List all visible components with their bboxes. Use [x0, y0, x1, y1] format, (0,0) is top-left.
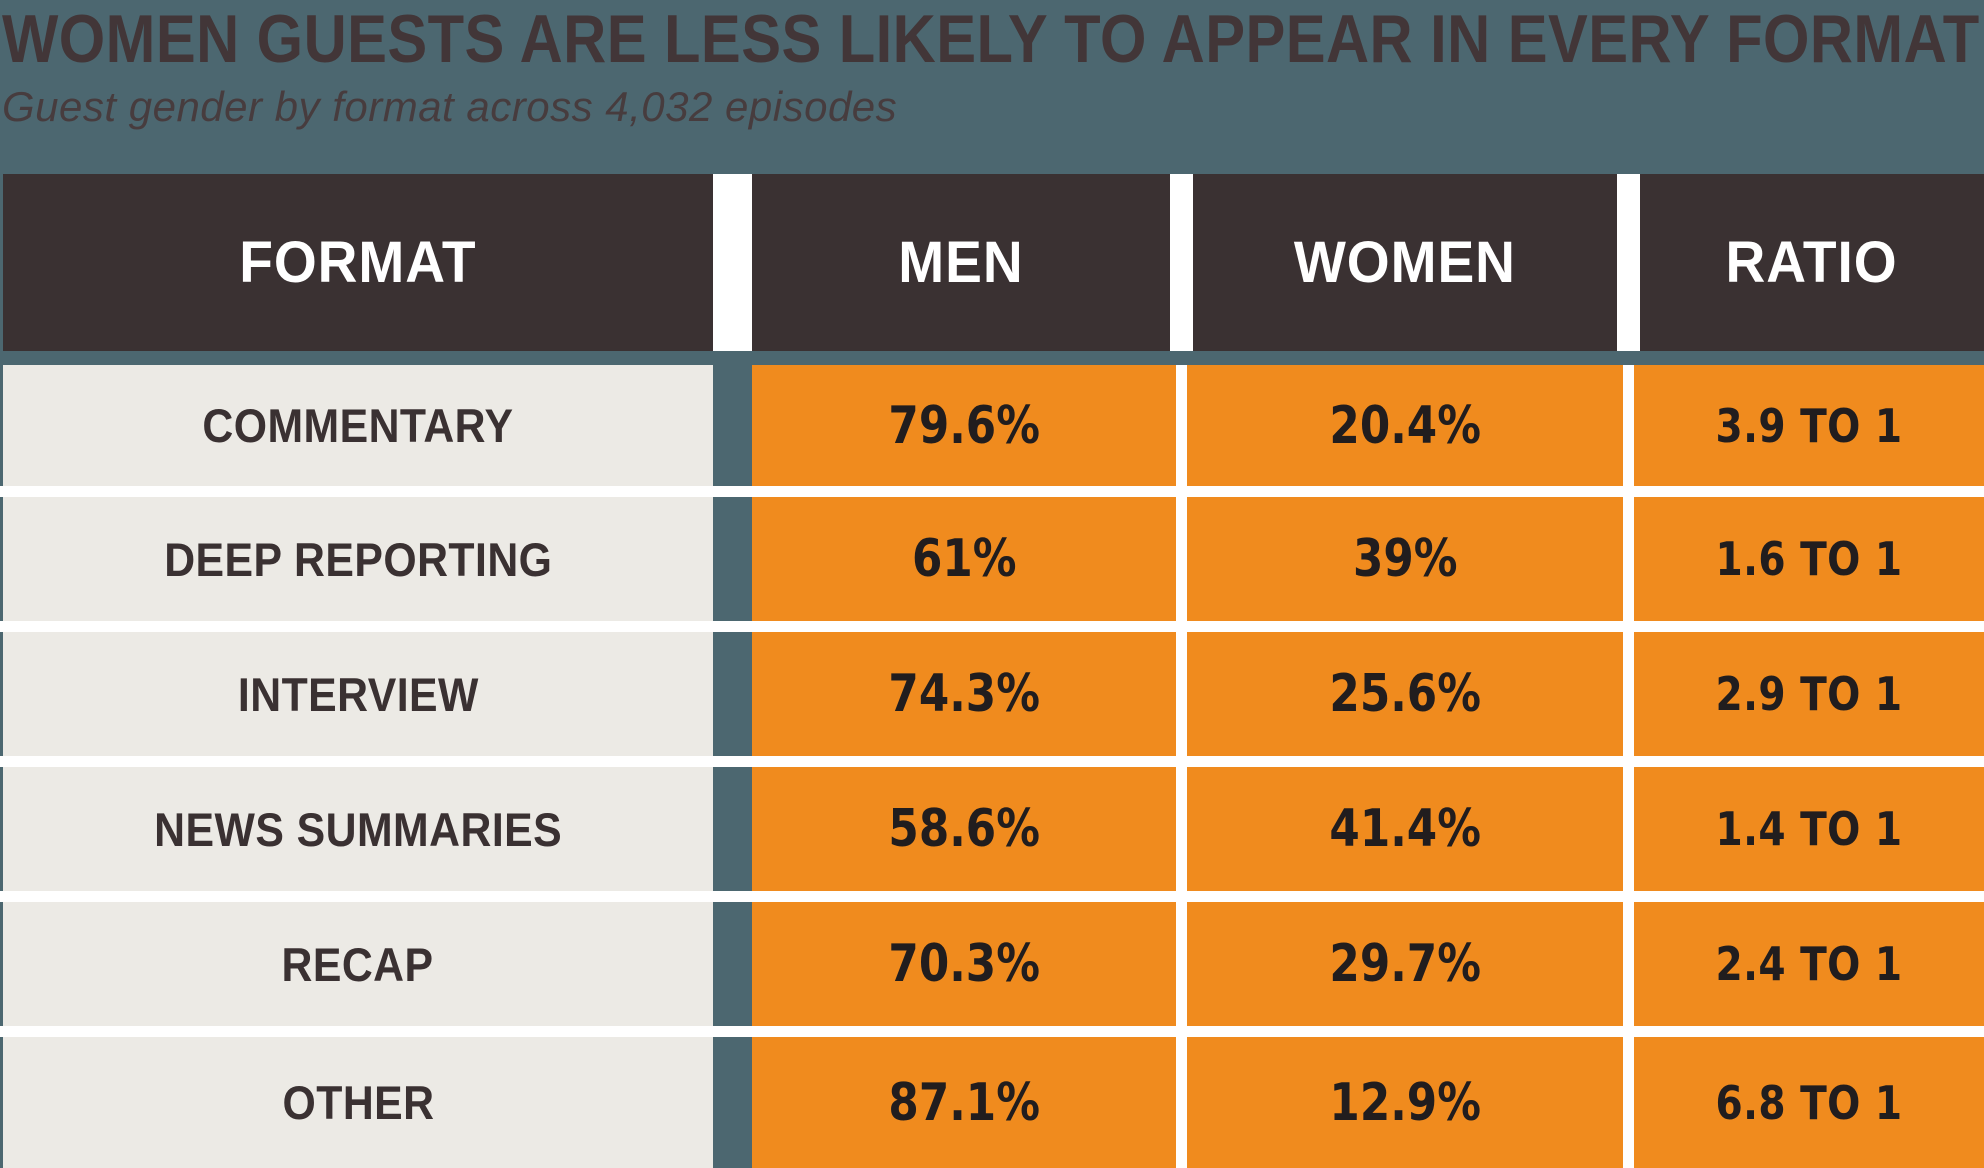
column-gap [713, 497, 752, 621]
row-separator [0, 1026, 1984, 1037]
ratio-value: 1.6 TO 1 [1715, 532, 1903, 586]
men-value: 74.3% [888, 664, 1040, 724]
column-gap [1623, 902, 1634, 1026]
column-gap [1176, 767, 1187, 891]
women-value-cell: 25.6% [1187, 632, 1623, 756]
women-value-cell: 12.9% [1187, 1037, 1623, 1168]
column-gap [1623, 365, 1634, 486]
col-header-format-label: FORMAT [239, 230, 477, 295]
table-row-deep-reporting: DEEP REPORTING 61% 39% 1.6 TO 1 [3, 497, 1984, 621]
ratio-value-cell: 6.8 TO 1 [1634, 1037, 1984, 1168]
row-separator [0, 621, 1984, 632]
row-separator [0, 891, 1984, 902]
men-value-cell: 61% [752, 497, 1176, 621]
ratio-value: 2.4 TO 1 [1715, 937, 1903, 991]
women-value-cell: 20.4% [1187, 365, 1623, 486]
format-cell: OTHER [3, 1037, 713, 1168]
women-value: 25.6% [1329, 664, 1481, 724]
col-header-women: WOMEN [1187, 174, 1623, 351]
column-gap [713, 767, 752, 891]
men-value-cell: 58.6% [752, 767, 1176, 891]
chart-subtitle: Guest gender by format across 4,032 epis… [2, 83, 898, 130]
column-gap [1623, 632, 1634, 756]
ratio-value: 6.8 TO 1 [1715, 1075, 1903, 1130]
col-header-ratio-label: RATIO [1725, 230, 1899, 295]
men-value: 58.6% [888, 799, 1040, 859]
column-gap [1623, 1037, 1634, 1168]
men-value: 61% [911, 529, 1017, 589]
ratio-value-cell: 1.4 TO 1 [1634, 767, 1984, 891]
men-value-cell: 74.3% [752, 632, 1176, 756]
col-header-ratio: RATIO [1634, 174, 1984, 351]
table-row-commentary: COMMENTARY 79.6% 20.4% 3.9 TO 1 [3, 365, 1984, 486]
women-value: 20.4% [1329, 395, 1481, 456]
col-header-men-label: MEN [898, 230, 1024, 295]
format-cell: DEEP REPORTING [3, 497, 713, 621]
ratio-value: 3.9 TO 1 [1715, 398, 1903, 453]
women-value: 29.7% [1329, 934, 1481, 994]
column-gap [713, 632, 752, 756]
column-gap [713, 1037, 752, 1168]
men-value-cell: 87.1% [752, 1037, 1176, 1168]
ratio-value-cell: 2.4 TO 1 [1634, 902, 1984, 1026]
ratio-value: 2.9 TO 1 [1715, 667, 1903, 721]
format-cell: INTERVIEW [3, 632, 713, 756]
format-cell: RECAP [3, 902, 713, 1026]
column-gap [1176, 1037, 1187, 1168]
women-value-cell: 29.7% [1187, 902, 1623, 1026]
col-header-men: MEN [752, 174, 1176, 351]
women-value: 39% [1352, 529, 1458, 589]
column-gap [1623, 174, 1634, 351]
header-body-gap [3, 351, 1984, 365]
ratio-value-cell: 3.9 TO 1 [1634, 365, 1984, 486]
men-value-cell: 79.6% [752, 365, 1176, 486]
column-gap [713, 365, 752, 486]
format-cell: NEWS SUMMARIES [3, 767, 713, 891]
chart-title: WOMEN GUESTS ARE LESS LIKELY TO APPEAR I… [2, 1, 1980, 77]
men-value: 70.3% [888, 934, 1040, 994]
women-value-cell: 41.4% [1187, 767, 1623, 891]
guest-gender-table: FORMAT MEN WOMEN RATIO COMMENTARY 79.6% [0, 174, 1984, 1168]
format-label: NEWS SUMMARIES [154, 802, 562, 856]
men-value-cell: 70.3% [752, 902, 1176, 1026]
column-gap [713, 902, 752, 1026]
col-header-women-label: WOMEN [1293, 230, 1517, 295]
women-value: 41.4% [1329, 799, 1481, 859]
format-label: COMMENTARY [202, 399, 514, 452]
column-gap [1623, 497, 1634, 621]
format-label: DEEP REPORTING [163, 532, 553, 586]
men-value: 87.1% [888, 1072, 1040, 1133]
table-row-interview: INTERVIEW 74.3% 25.6% 2.9 TO 1 [3, 632, 1984, 756]
women-value: 12.9% [1329, 1072, 1481, 1133]
ratio-value-cell: 1.6 TO 1 [1634, 497, 1984, 621]
table-row-news-summaries: NEWS SUMMARIES 58.6% 41.4% 1.4 TO 1 [3, 767, 1984, 891]
table-row-recap: RECAP 70.3% 29.7% 2.4 TO 1 [3, 902, 1984, 1026]
men-value: 79.6% [888, 395, 1040, 456]
row-separator [0, 486, 1984, 497]
column-gap [1176, 632, 1187, 756]
format-label: INTERVIEW [237, 667, 479, 721]
women-value-cell: 39% [1187, 497, 1623, 621]
column-gap [1176, 497, 1187, 621]
column-gap [1623, 767, 1634, 891]
col-header-format: FORMAT [3, 174, 713, 351]
row-separator [0, 756, 1984, 767]
column-gap [1176, 902, 1187, 1026]
table-row-other: OTHER 87.1% 12.9% 6.8 TO 1 [3, 1037, 1984, 1168]
column-gap [1176, 365, 1187, 486]
ratio-value: 1.4 TO 1 [1715, 802, 1903, 856]
column-gap [1176, 174, 1187, 351]
format-label: RECAP [282, 937, 434, 991]
format-label: OTHER [282, 1076, 434, 1129]
format-cell: COMMENTARY [3, 365, 713, 486]
table-header-row: FORMAT MEN WOMEN RATIO [3, 174, 1984, 351]
column-gap [713, 174, 752, 351]
ratio-value-cell: 2.9 TO 1 [1634, 632, 1984, 756]
